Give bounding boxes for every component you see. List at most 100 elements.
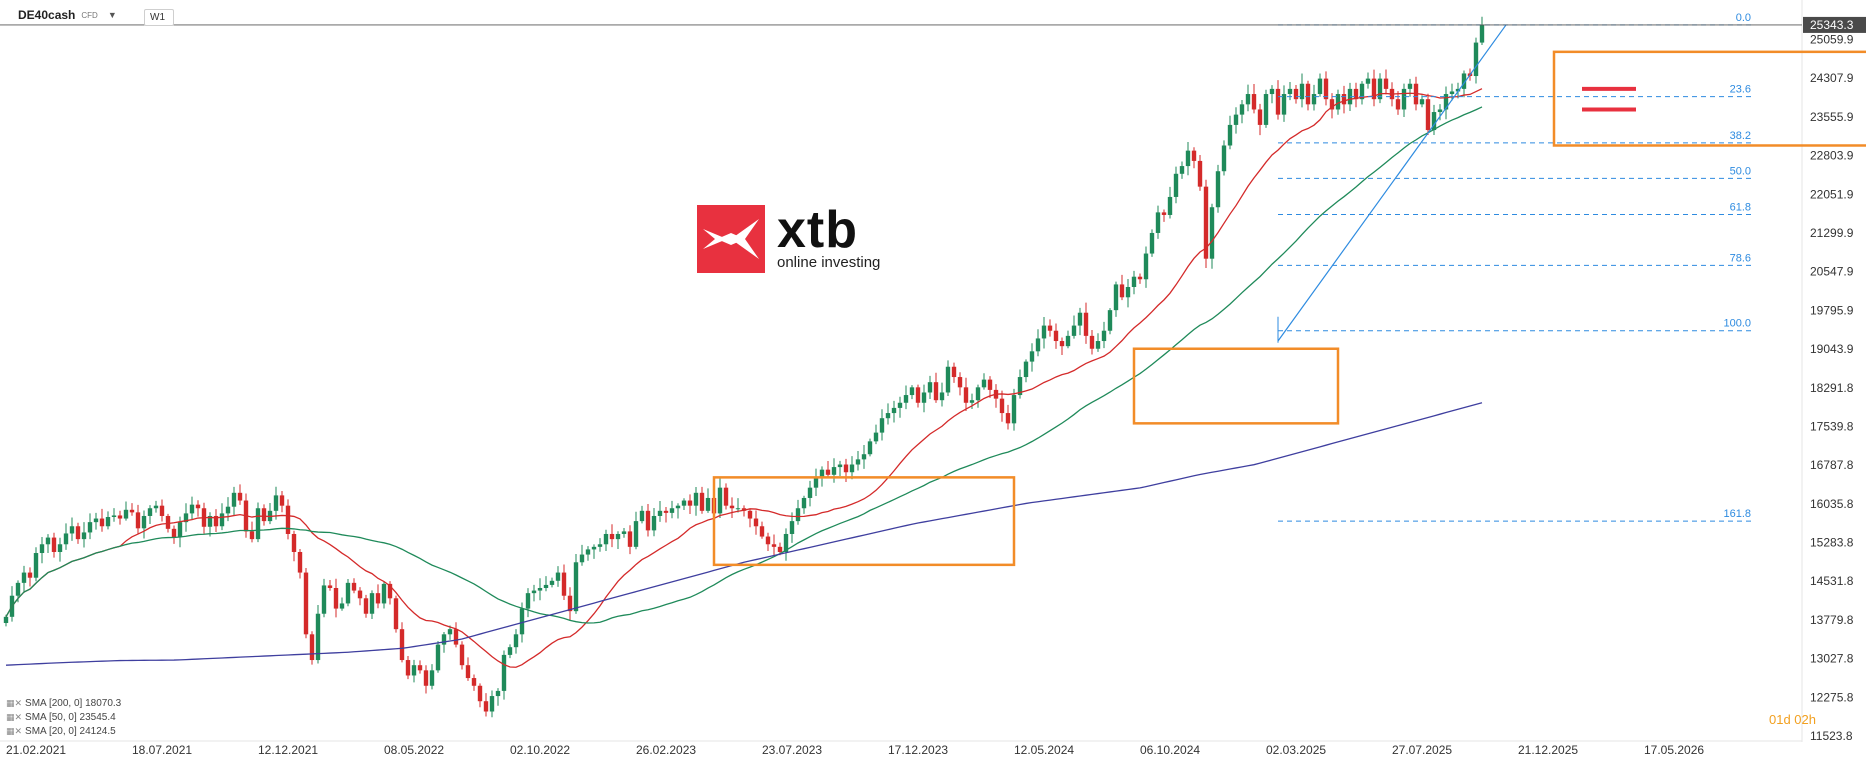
candle	[837, 460, 843, 477]
candle	[1131, 270, 1137, 295]
candle	[1149, 229, 1155, 257]
candle	[1473, 37, 1479, 84]
candle	[1269, 85, 1275, 104]
time-tick-label: 26.02.2023	[636, 743, 696, 757]
candle	[459, 641, 465, 670]
candle	[141, 510, 147, 539]
countdown-days: 01	[1768, 712, 1784, 727]
candle	[1173, 166, 1179, 204]
candle	[1215, 164, 1221, 213]
candle	[807, 480, 813, 507]
candle	[153, 500, 159, 513]
candle	[1227, 115, 1233, 150]
candle	[705, 488, 711, 513]
candle	[1023, 359, 1029, 383]
candle	[183, 503, 189, 532]
candle	[303, 568, 309, 639]
candle	[867, 438, 873, 457]
fib-level-label: 100.0	[1723, 318, 1751, 330]
candle	[39, 537, 45, 564]
candle	[1365, 72, 1371, 89]
candle	[1119, 274, 1125, 301]
candle	[1317, 73, 1323, 97]
candle	[789, 512, 795, 543]
symbol-dropdown-icon[interactable]: ▼	[107, 10, 117, 20]
logo-wordmark: xtb	[777, 200, 858, 259]
time-tick-label: 18.07.2021	[132, 743, 192, 757]
candle	[249, 521, 255, 543]
candle	[573, 554, 579, 614]
candle	[423, 665, 429, 694]
candle	[729, 497, 735, 519]
candle	[561, 564, 567, 600]
candle	[375, 584, 381, 609]
candle	[993, 384, 999, 408]
candle	[621, 527, 627, 538]
price-tick-label: 24307.9	[1810, 71, 1854, 85]
symbol-name[interactable]: DE40cash	[18, 8, 76, 22]
candle	[297, 548, 303, 579]
candle	[489, 690, 495, 718]
fib-level-label: 23.6	[1730, 84, 1751, 96]
legend-sma-50[interactable]: ▦✕ SMA [50, 0] 23545.4	[6, 712, 116, 723]
candle	[651, 508, 657, 537]
legend-sma-50-label: SMA [50, 0] 23545.4	[25, 712, 116, 723]
candle	[1203, 179, 1209, 269]
candle	[273, 486, 279, 520]
candle	[1305, 80, 1311, 111]
candle	[1323, 71, 1329, 106]
candle	[1143, 246, 1149, 288]
candle	[1263, 89, 1269, 128]
candle	[267, 503, 273, 525]
candle	[189, 496, 195, 520]
candle	[909, 385, 915, 400]
fib-level-label: 0.0	[1736, 12, 1751, 24]
legend-settings-icon[interactable]: ▦✕	[6, 712, 23, 722]
symbol-header[interactable]: DE40cash CFD ▼	[18, 8, 117, 22]
candle	[549, 577, 555, 588]
candle	[555, 566, 561, 587]
candle	[783, 528, 789, 561]
candle	[681, 498, 687, 510]
candle	[231, 486, 237, 516]
candle	[81, 522, 87, 548]
timeframe-selector[interactable]: W1	[144, 9, 174, 26]
candle	[1077, 307, 1083, 336]
legend-sma-20-label: SMA [20, 0] 24124.5	[25, 726, 116, 737]
price-tick-label: 11523.8	[1810, 729, 1853, 743]
candle	[1281, 85, 1287, 122]
candle	[1425, 93, 1431, 136]
legend-settings-icon[interactable]: ▦✕	[6, 698, 23, 708]
legend-sma-200[interactable]: ▦✕ SMA [200, 0] 18070.3	[6, 698, 121, 709]
candle	[309, 631, 315, 665]
legend-sma-20[interactable]: ▦✕ SMA [20, 0] 24124.5	[6, 726, 116, 737]
candle	[879, 409, 885, 441]
candle	[339, 597, 345, 611]
sma-20-line	[5, 88, 1483, 668]
candle	[1029, 343, 1035, 372]
legend-settings-icon[interactable]: ▦✕	[6, 726, 23, 736]
candle	[105, 511, 111, 530]
price-tick-label: 12275.8	[1810, 690, 1854, 704]
candle	[261, 504, 267, 526]
candle	[21, 565, 27, 593]
candle	[627, 525, 633, 555]
price-tick-label: 22051.9	[1810, 187, 1854, 201]
candle	[567, 587, 573, 621]
candle	[1443, 86, 1449, 120]
candle	[1341, 85, 1347, 114]
candle	[387, 581, 393, 605]
candle	[363, 594, 369, 618]
candle	[951, 362, 957, 383]
candle	[495, 688, 501, 706]
time-tick-label: 21.02.2021	[6, 743, 66, 757]
candle	[117, 510, 123, 525]
candle	[1017, 369, 1023, 399]
candle	[255, 502, 261, 543]
countdown-days-unit: d	[1783, 712, 1791, 727]
candle	[1239, 100, 1245, 124]
candle	[945, 360, 951, 396]
candle	[1449, 83, 1455, 101]
candle	[543, 576, 549, 592]
